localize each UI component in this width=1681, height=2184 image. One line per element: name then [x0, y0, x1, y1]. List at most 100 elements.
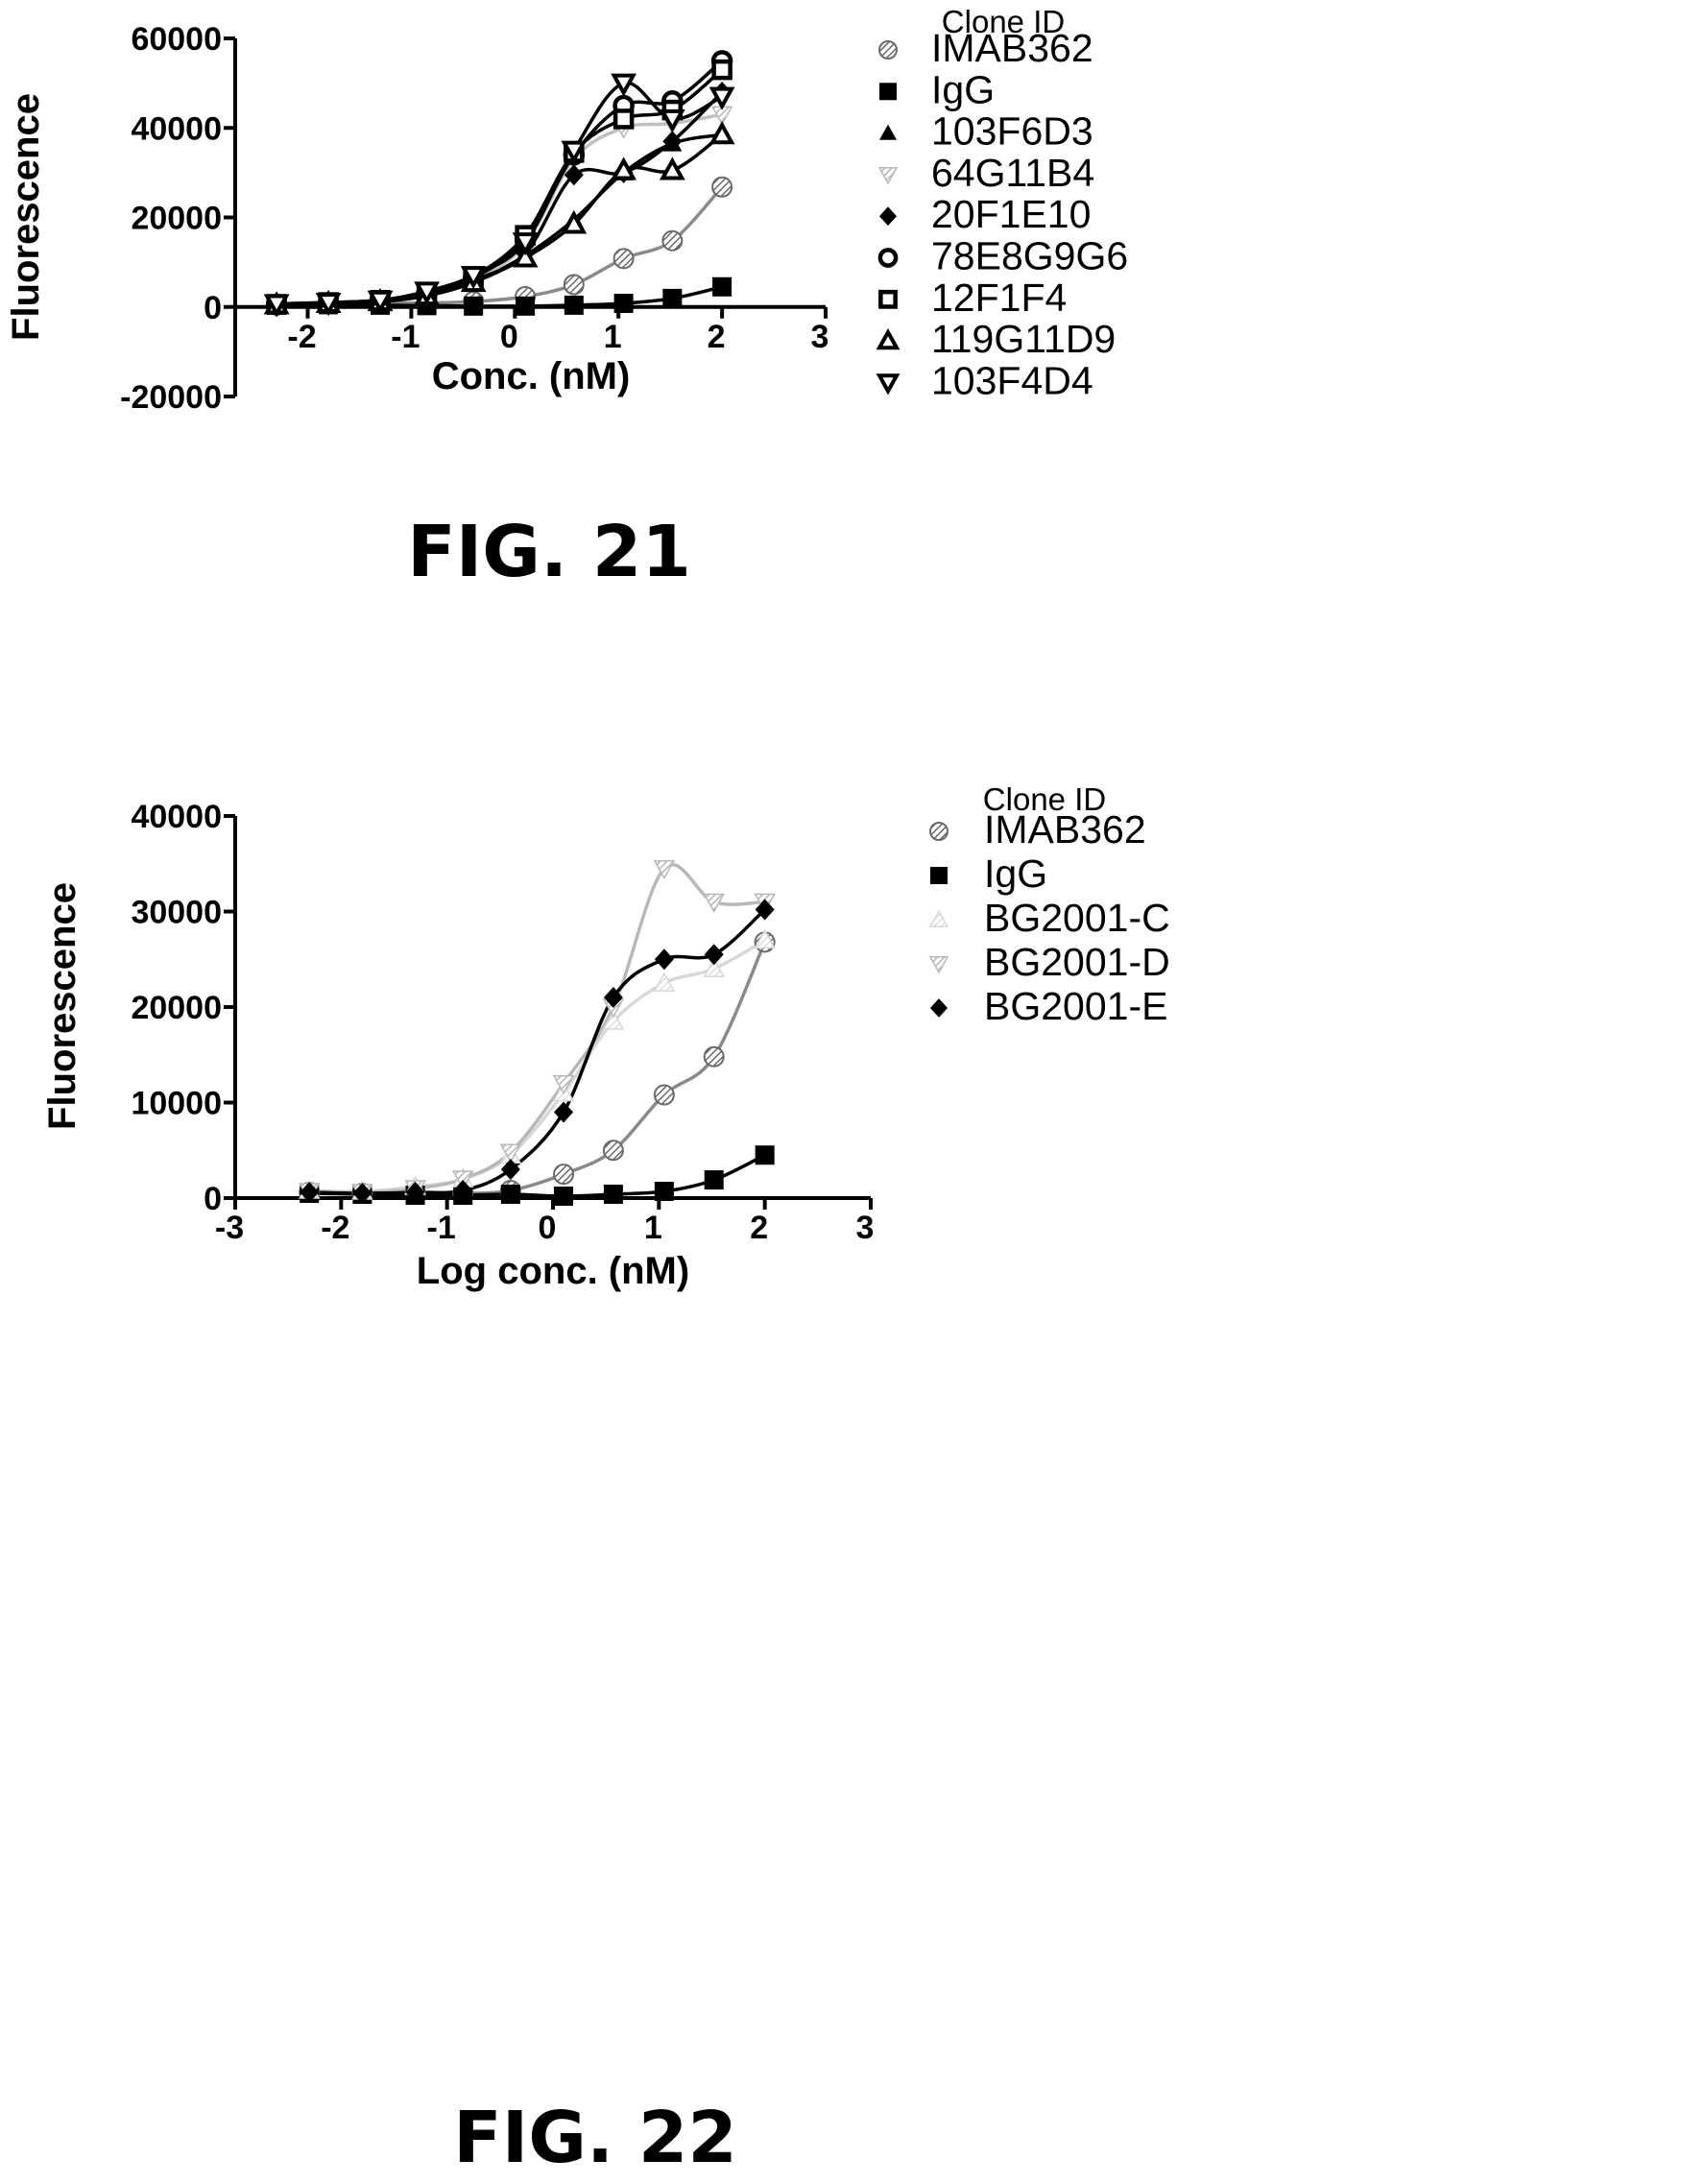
legend-marker — [877, 248, 899, 268]
data-point — [500, 1159, 520, 1181]
data-point — [653, 1084, 675, 1106]
legend-label: 64G11B4 — [931, 151, 1094, 195]
series-curve — [276, 285, 723, 308]
x-tick-label: 0 — [539, 1210, 557, 1246]
y-tick-label: 40000 — [131, 799, 222, 835]
data-point — [654, 948, 674, 971]
legend-label: 78E8G9G6 — [931, 234, 1128, 278]
data-point — [654, 1182, 674, 1202]
x-tick-label: 0 — [500, 319, 518, 355]
data-point — [561, 140, 588, 164]
data-point — [460, 266, 487, 290]
legend-marker — [877, 166, 899, 185]
series-curve — [309, 941, 767, 1195]
data-point — [662, 288, 683, 308]
fig21-chart: -20000 0 20000 40000 60000 -2 -1 0 1 2 3 Conc. (nM)… — [5, 4, 1128, 593]
x-tick-label: 1 — [644, 1210, 662, 1246]
data-point — [554, 1187, 574, 1207]
series-curve — [309, 908, 766, 1195]
legend-label: IgG — [931, 67, 995, 111]
data-point — [704, 1170, 724, 1190]
y-tick-label: 20000 — [131, 990, 222, 1026]
figure-caption: FIG. 22 — [453, 2097, 737, 2179]
data-point — [661, 229, 684, 252]
y-tick-label: 60000 — [131, 21, 222, 58]
legend-marker — [930, 867, 948, 884]
series-curve — [309, 1153, 766, 1198]
y-tick-label: 0 — [204, 1181, 222, 1217]
data-point — [564, 164, 584, 186]
series-curve — [276, 132, 724, 307]
y-tick-label: 10000 — [131, 1086, 222, 1122]
legend-label: BG2001-D — [984, 940, 1170, 984]
data-point — [653, 972, 676, 992]
x-tick-label: 3 — [856, 1210, 875, 1246]
legend-marker — [879, 206, 897, 227]
series-curve — [276, 112, 723, 306]
data-point — [552, 1074, 575, 1095]
data-point — [367, 290, 394, 314]
data-point — [414, 281, 441, 305]
series-curve — [276, 185, 724, 307]
x-tick-label: 3 — [811, 319, 829, 355]
data-point — [512, 244, 539, 268]
legend-label: BG2001-C — [984, 896, 1170, 940]
data-point — [711, 176, 733, 198]
data-point — [703, 1045, 725, 1068]
legend-label: 103F4D4 — [931, 358, 1093, 402]
legend-label: 119G11D9 — [931, 317, 1116, 361]
figure-caption: FIG. 21 — [407, 511, 691, 593]
data-point — [659, 108, 685, 133]
y-axis-title: Fluorescence — [41, 882, 84, 1130]
legend-label: IMAB362 — [984, 807, 1146, 852]
legend-marker — [879, 83, 897, 101]
legend-label: BG2001-E — [984, 984, 1167, 1028]
x-tick-label: 2 — [750, 1210, 768, 1246]
x-tick-label: -2 — [287, 319, 316, 355]
x-tick-label: 1 — [604, 319, 622, 355]
data-point — [704, 944, 724, 966]
legend-marker — [876, 327, 901, 350]
x-axis-title: Log conc. (nM) — [417, 1250, 689, 1292]
x-tick-label: -2 — [321, 1210, 349, 1246]
data-point — [453, 1180, 473, 1202]
data-point — [512, 232, 539, 256]
data-point — [612, 108, 635, 130]
data-point — [754, 928, 776, 949]
legend-title: Clone ID — [942, 4, 1065, 39]
series-curve — [309, 938, 766, 1193]
legend-marker — [878, 40, 898, 60]
data-point — [564, 295, 584, 315]
data-point — [708, 86, 735, 110]
legend-marker — [929, 822, 949, 841]
legend-label: 20F1E10 — [931, 192, 1091, 236]
data-point — [711, 59, 732, 81]
series-curve — [276, 81, 723, 306]
legend-marker — [879, 124, 897, 140]
data-point — [300, 1182, 320, 1204]
y-tick-label: 30000 — [131, 895, 222, 931]
data-point — [602, 1010, 625, 1030]
data-point — [612, 248, 635, 270]
data-point — [703, 893, 725, 914]
data-point — [263, 294, 290, 318]
legend-marker — [928, 956, 949, 974]
data-point — [553, 1164, 575, 1186]
data-point — [613, 294, 634, 314]
data-point — [315, 293, 342, 317]
data-point — [602, 1140, 624, 1162]
legend-marker — [876, 373, 901, 396]
data-point — [653, 859, 676, 880]
x-tick-label: -3 — [215, 1210, 244, 1246]
data-point — [516, 296, 536, 316]
data-point — [755, 1145, 775, 1165]
y-tick-label: 20000 — [131, 201, 222, 237]
data-point — [708, 121, 735, 145]
data-point — [405, 1182, 425, 1204]
legend-marker — [928, 909, 949, 927]
x-tick-label: -1 — [427, 1210, 456, 1246]
data-point — [603, 1185, 623, 1205]
y-axis-title: Fluorescence — [5, 93, 47, 341]
legend-label: 103F6D3 — [931, 109, 1093, 154]
